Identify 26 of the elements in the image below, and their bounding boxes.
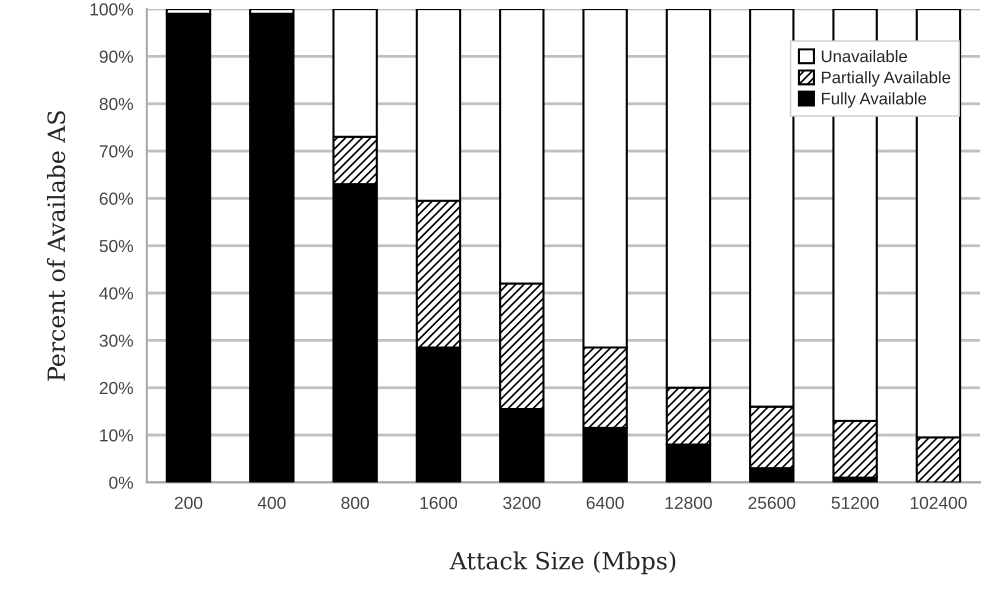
y-tick-label: 70% bbox=[100, 145, 134, 158]
x-tick-label: 800 bbox=[341, 496, 369, 510]
y-tick-label: 90% bbox=[100, 50, 134, 63]
x-tick-label: 51200 bbox=[832, 496, 879, 510]
y-tick-label: 10% bbox=[100, 429, 134, 442]
x-tick-label: 200 bbox=[174, 496, 202, 510]
legend-label: Fully Available bbox=[822, 92, 926, 108]
x-tick-label: 6400 bbox=[586, 496, 624, 510]
y-tick-label: 60% bbox=[100, 192, 134, 205]
y-axis-title: Percent of Availabe AS bbox=[46, 111, 66, 381]
x-tick-label: 3200 bbox=[503, 496, 540, 510]
y-tick-label: 0% bbox=[109, 476, 134, 489]
y-tick-label: 100% bbox=[90, 3, 134, 16]
y-tick-label: 80% bbox=[100, 98, 134, 110]
legend-label: Partially Available bbox=[822, 71, 950, 87]
x-tick-label: 25600 bbox=[748, 496, 796, 510]
legend-label: Unavailable bbox=[822, 50, 907, 62]
x-tick-label: 1600 bbox=[420, 496, 458, 510]
x-axis-title: Attack Size (Mbps) bbox=[450, 551, 676, 574]
x-tick-label: 102400 bbox=[910, 496, 967, 510]
y-tick-label: 40% bbox=[99, 287, 134, 300]
y-tick-label: 50% bbox=[100, 240, 134, 252]
x-tick-label: 400 bbox=[258, 496, 286, 510]
y-tick-label: 30% bbox=[100, 334, 134, 347]
x-tick-label: 12800 bbox=[666, 496, 712, 510]
y-tick-label: 20% bbox=[100, 382, 134, 394]
